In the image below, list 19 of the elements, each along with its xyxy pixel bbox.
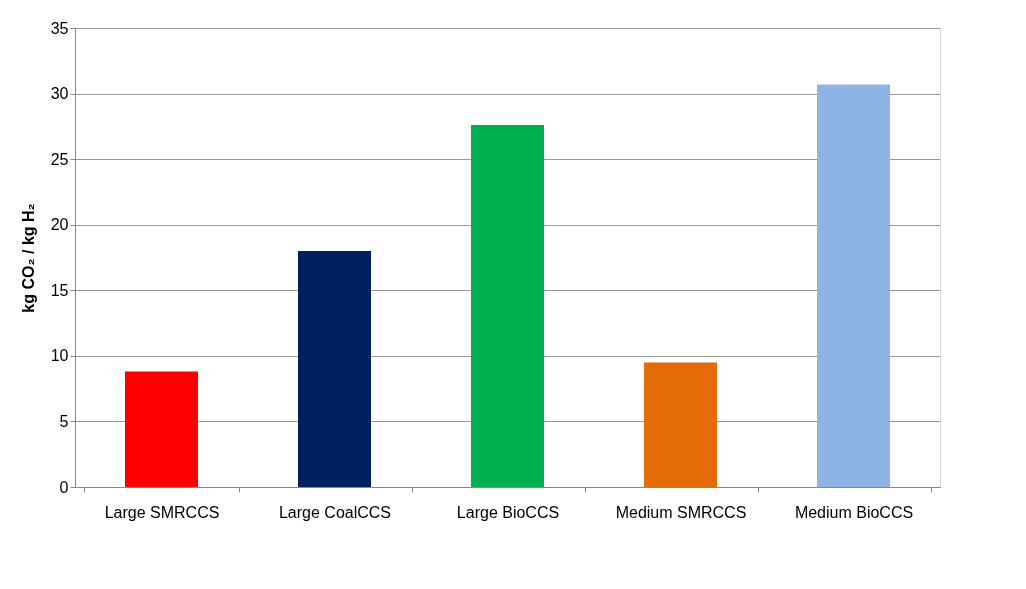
y-tick-label: 25 bbox=[50, 150, 69, 168]
bar bbox=[471, 125, 544, 487]
x-tick-label: Large CoalCCS bbox=[278, 503, 392, 521]
y-tick-label: 0 bbox=[59, 478, 69, 496]
bar bbox=[644, 362, 717, 487]
x-tick-label: Large BioCCS bbox=[456, 503, 560, 521]
y-tick-label: 20 bbox=[50, 216, 69, 234]
y-tick-label: 30 bbox=[50, 85, 69, 103]
y-axis-title: kg CO₂ / kg H₂ bbox=[19, 203, 37, 313]
y-tick-label: 5 bbox=[59, 412, 69, 430]
bar bbox=[125, 371, 198, 487]
x-tick-label: Medium BioCCS bbox=[794, 503, 914, 521]
x-tick-label: Large SMRCCS bbox=[104, 503, 220, 521]
y-tick-label: 10 bbox=[50, 347, 69, 365]
bar bbox=[817, 84, 890, 487]
bar bbox=[298, 250, 371, 487]
y-tick-label: 15 bbox=[50, 281, 69, 299]
x-tick-label: Medium SMRCCS bbox=[615, 503, 747, 521]
y-tick-label: 35 bbox=[50, 19, 69, 37]
